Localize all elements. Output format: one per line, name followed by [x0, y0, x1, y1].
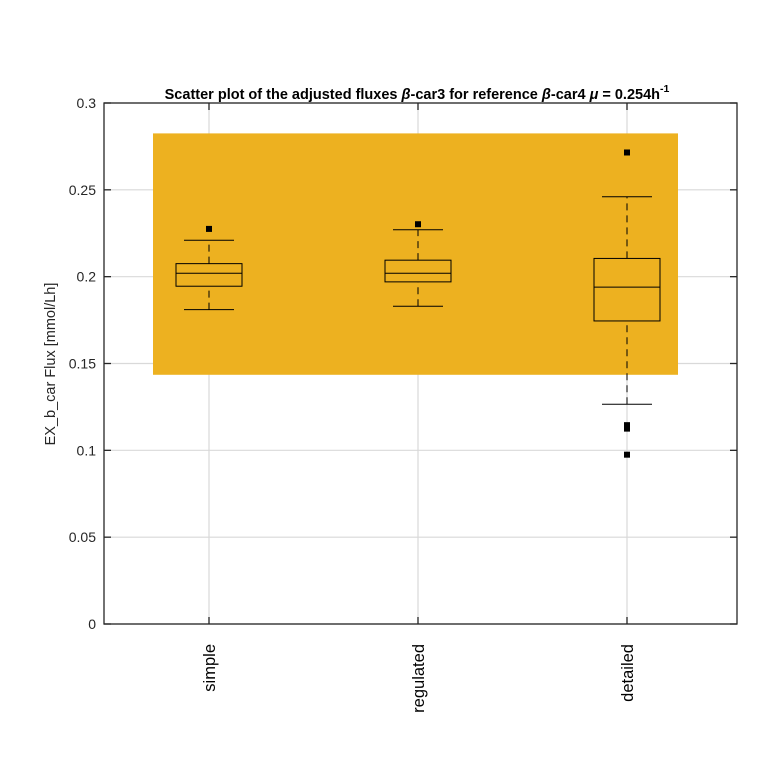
- box-regulated: [384, 221, 452, 307]
- iqr-box: [175, 263, 243, 287]
- chart-title: Scatter plot of the adjusted fluxes β-ca…: [165, 83, 670, 103]
- x-tick-label: detailed: [619, 644, 637, 702]
- y-tick-label: 0: [88, 616, 96, 632]
- x-tick-labels: simple regulated detailed: [201, 644, 637, 713]
- outlier-point: [624, 422, 630, 429]
- y-tick-label: 0.05: [69, 529, 96, 545]
- axis-ticks: [104, 102, 737, 625]
- y-tick-labels: 0 0.05 0.1 0.15 0.2 0.25 0.3: [69, 95, 96, 632]
- y-tick-label: 0.25: [69, 182, 96, 198]
- box-series: [175, 149, 661, 458]
- box-simple: [175, 225, 243, 311]
- y-axis-label: EX_b_car Flux [mmol/Lh]: [43, 283, 59, 446]
- y-tick-label: 0.2: [77, 269, 97, 285]
- x-tick-label: simple: [201, 644, 219, 692]
- reference-band: [153, 133, 678, 375]
- y-tick-label: 0.3: [77, 95, 97, 111]
- outlier-point: [415, 221, 421, 228]
- y-tick-label: 0.15: [69, 356, 96, 372]
- box-detailed: [593, 149, 661, 458]
- iqr-box: [593, 257, 661, 322]
- outlier-point: [624, 149, 630, 156]
- x-tick-label: regulated: [410, 644, 428, 713]
- outlier-point: [624, 451, 630, 458]
- outlier-point: [624, 425, 630, 432]
- iqr-box: [384, 259, 452, 283]
- y-tick-label: 0.1: [77, 442, 97, 458]
- outlier-point: [206, 225, 212, 232]
